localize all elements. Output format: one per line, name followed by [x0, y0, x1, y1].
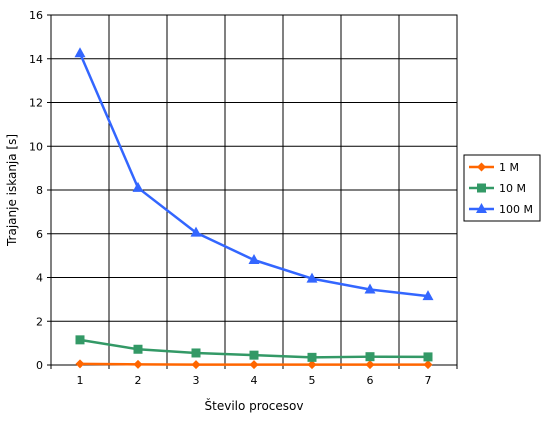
x-axis-title: Število procesov [205, 398, 304, 413]
series-100m [74, 47, 434, 301]
data-point [74, 47, 86, 58]
series-10m [75, 335, 433, 362]
data-point [133, 344, 143, 354]
y-tick-label: 14 [29, 53, 43, 66]
x-tick-label: 2 [135, 374, 142, 387]
y-tick-label: 2 [36, 315, 43, 328]
data-point [132, 181, 144, 192]
legend: 1 M 10 M 100 M [463, 154, 541, 222]
data-point [307, 360, 317, 370]
y-tick-label: 12 [29, 97, 43, 110]
y-tick-label: 10 [29, 140, 43, 153]
x-tick-label: 5 [309, 374, 316, 387]
legend-item: 100 M [469, 203, 533, 216]
x-tick-label: 6 [367, 374, 374, 387]
legend-swatch-marker [477, 162, 486, 172]
data-point [75, 335, 85, 345]
data-point [306, 272, 318, 283]
data-point [422, 290, 434, 301]
x-tick-label: 7 [425, 374, 432, 387]
data-point [307, 352, 317, 362]
x-tick-label: 3 [193, 374, 200, 387]
data-point [364, 283, 376, 294]
data-point [423, 360, 433, 370]
y-tick-label: 0 [36, 359, 43, 372]
x-tick-label: 1 [77, 374, 84, 387]
y-tick-label: 6 [36, 228, 43, 241]
legend-item: 10 M [469, 182, 526, 195]
y-axis-title: Trajanje iskanja [s] [5, 134, 19, 247]
x-tick-label: 4 [251, 374, 258, 387]
data-point [75, 359, 85, 369]
data-point [248, 254, 260, 264]
data-point [191, 360, 201, 370]
legend-label: 100 M [499, 203, 533, 216]
data-point [191, 348, 201, 358]
data-point [365, 360, 375, 370]
series-1m [75, 359, 433, 370]
y-tick-label: 8 [36, 184, 43, 197]
legend-item: 1 M [469, 161, 519, 174]
y-tick-label: 16 [29, 9, 43, 22]
data-point [249, 350, 259, 360]
legend-label: 10 M [499, 182, 526, 195]
data-point [249, 360, 259, 370]
data-series [74, 47, 434, 370]
data-point [190, 226, 202, 237]
legend-label: 1 M [499, 161, 519, 174]
gridlines [51, 15, 457, 365]
data-point [133, 359, 143, 369]
data-point [365, 352, 375, 362]
legend-swatch-marker [477, 183, 486, 193]
y-tick-label: 4 [36, 272, 43, 285]
legend-swatch-marker [476, 203, 487, 213]
data-point [423, 352, 433, 362]
